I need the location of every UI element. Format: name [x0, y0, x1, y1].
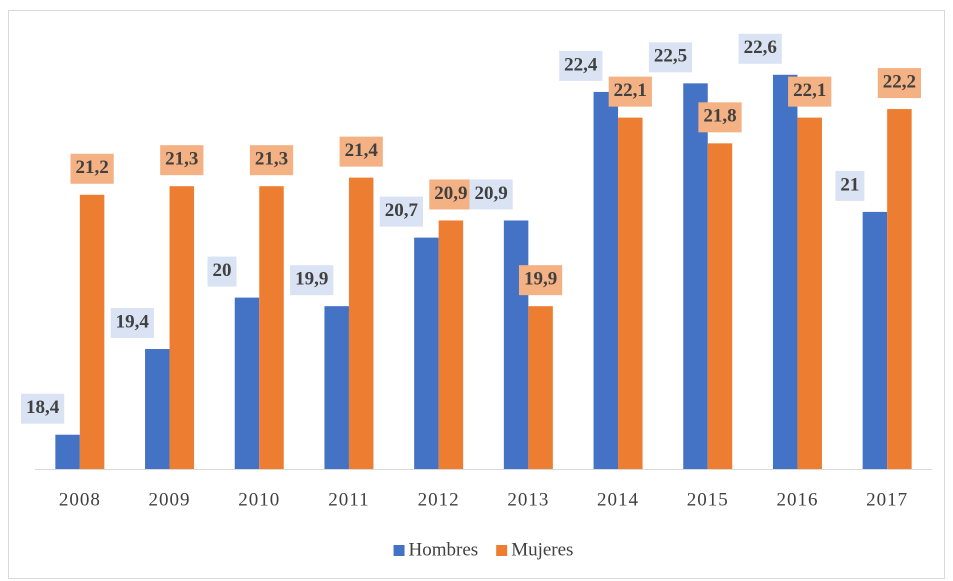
bar [234, 297, 260, 469]
bar [797, 117, 822, 469]
value-label-background [110, 308, 154, 339]
value-label: 22,5 [654, 46, 687, 67]
bar [862, 211, 888, 469]
value-label: 22,1 [793, 80, 826, 101]
value-label-background [207, 256, 237, 287]
value-label-background [20, 393, 65, 424]
value-label-background [608, 76, 652, 107]
value-label-background [788, 76, 832, 107]
bar [683, 83, 708, 469]
x-tick-label: 2014 [597, 489, 639, 510]
x-tick-label: 2016 [776, 489, 818, 510]
value-label-background [160, 145, 204, 176]
value-label-background [877, 68, 922, 99]
value-label: 19,4 [116, 311, 150, 332]
legend-swatch [393, 545, 405, 556]
bar [593, 91, 619, 470]
value-label-background [339, 136, 383, 167]
x-tick-label: 2009 [149, 489, 191, 510]
bar [259, 186, 284, 469]
value-label: 21,3 [165, 149, 198, 170]
bar [438, 220, 464, 469]
value-label: 22,2 [883, 71, 916, 92]
bar [79, 194, 105, 469]
bar [55, 434, 80, 469]
bar [169, 186, 195, 469]
legend-label: Hombres [409, 539, 479, 560]
value-label: 22,4 [564, 54, 598, 75]
x-tick-label: 2008 [59, 489, 101, 510]
bar [528, 306, 553, 469]
legend-label: Mujeres [511, 539, 573, 560]
bar [145, 349, 170, 469]
legend-swatch [496, 545, 508, 556]
x-tick-label: 2017 [866, 489, 908, 510]
value-label-background [379, 196, 424, 227]
value-label: 20,9 [434, 183, 467, 204]
value-label-background [738, 33, 782, 64]
value-label: 21,3 [255, 149, 288, 170]
value-label: 20,7 [385, 200, 419, 221]
bar [348, 177, 374, 469]
value-label: 21 [840, 174, 859, 195]
value-label: 22,6 [744, 37, 777, 58]
value-label-background [469, 179, 513, 210]
value-label: 21,8 [703, 106, 736, 127]
value-label-background [290, 265, 334, 296]
value-label: 20 [213, 260, 232, 281]
value-label-background [648, 42, 693, 73]
value-label: 18,4 [26, 397, 60, 418]
value-label-background [70, 153, 114, 184]
value-label: 22,1 [614, 80, 647, 101]
value-label-background [518, 265, 563, 296]
x-tick-label: 2012 [418, 489, 460, 510]
bar [772, 74, 798, 469]
value-label: 19,9 [295, 269, 328, 290]
value-label: 21,2 [75, 157, 108, 178]
value-label: 19,9 [524, 269, 557, 290]
value-label-background [559, 50, 603, 81]
x-tick-label: 2011 [328, 489, 369, 510]
bar [503, 220, 529, 469]
value-label-background [698, 102, 742, 133]
value-label: 21,4 [345, 140, 379, 161]
bar [414, 237, 439, 469]
x-tick-label: 2015 [687, 489, 729, 510]
bar [324, 306, 349, 469]
value-label-background [835, 170, 865, 201]
value-label-background [249, 145, 294, 176]
value-label-background [429, 179, 473, 210]
bar [887, 109, 912, 469]
x-tick-label: 2010 [238, 489, 280, 510]
value-label: 20,9 [474, 183, 507, 204]
bar [707, 143, 733, 469]
x-tick-label: 2013 [507, 489, 549, 510]
bar [618, 117, 643, 469]
